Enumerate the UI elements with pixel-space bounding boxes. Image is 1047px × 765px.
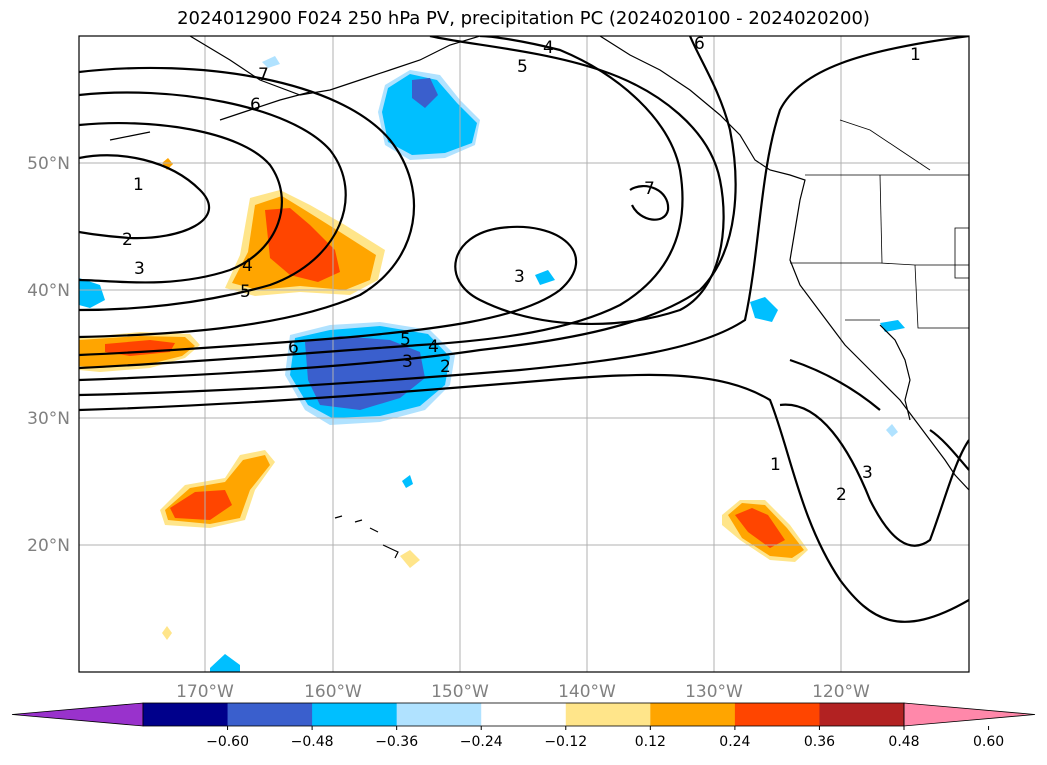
contour-label: 4 — [543, 38, 554, 58]
latitude-label: 20°N — [27, 536, 70, 556]
colorbar-segment — [481, 703, 567, 726]
longitude-label: 130°W — [685, 682, 743, 702]
colorbar-labels: −0.60 −0.48 −0.36 −0.24 −0.12 0.12 0.24 0.36 0.4… — [206, 726, 1004, 750]
longitude-label: 150°W — [431, 682, 489, 702]
colorbar-extend-low — [11, 702, 144, 727]
colorbar-tick-label: 0.24 — [719, 734, 750, 750]
longitude-label: 160°W — [304, 682, 362, 702]
longitude-label: 120°W — [812, 682, 870, 702]
gridlines — [79, 36, 969, 672]
colorbar-frame — [142, 702, 905, 727]
contour-label: 3 — [134, 259, 145, 279]
longitude-label: 140°W — [558, 682, 616, 702]
colorbar-segment — [143, 703, 229, 726]
latitude-label: 30°N — [27, 409, 70, 429]
contour-label: 6 — [288, 338, 299, 358]
contour-label: 1 — [910, 45, 921, 65]
latitude-label: 50°N — [27, 154, 70, 174]
colorbar-segment — [396, 703, 482, 726]
coastlines — [109, 36, 969, 559]
colorbar-segment — [734, 703, 820, 726]
chart-title: 2024012900 F024 250 hPa PV, precipitatio… — [177, 8, 870, 29]
latitude-label: 40°N — [27, 281, 70, 301]
contour-label: 6 — [694, 34, 705, 54]
colorbar-segment — [312, 703, 398, 726]
contour-label: 1 — [770, 455, 781, 475]
colorbar-tick-label: −0.24 — [460, 734, 503, 750]
colorbar-tick-label: −0.12 — [544, 734, 587, 750]
colorbar-segment — [650, 703, 736, 726]
colorbar — [11, 702, 1036, 727]
contour-label: 4 — [242, 256, 253, 276]
contour-label: 6 — [250, 95, 261, 115]
colorbar-segment — [565, 703, 651, 726]
contour-label: 5 — [517, 57, 528, 77]
contour-label: 1 — [133, 175, 144, 195]
map-area: 7 6 1 2 3 4 5 6 5 4 3 2 3 7 4 5 6 1 1 2 … — [79, 34, 969, 672]
contour-label: 3 — [862, 463, 873, 483]
colorbar-segment — [227, 703, 313, 726]
contour-label: 7 — [644, 179, 655, 199]
contour-label: 7 — [258, 65, 269, 85]
contour-label: 5 — [400, 330, 411, 350]
colorbar-tick-label: 0.36 — [804, 734, 835, 750]
longitude-labels: 170°W 160°W 150°W 140°W 130°W 120°W — [176, 682, 870, 702]
contour-label: 2 — [122, 230, 133, 250]
map-frame — [78, 35, 970, 673]
contour-label: 3 — [402, 352, 413, 372]
contour-label: 5 — [240, 282, 251, 302]
longitude-label: 170°W — [176, 682, 234, 702]
pv-contours — [79, 36, 969, 623]
colorbar-tick-label: 0.60 — [973, 734, 1004, 750]
contour-label: 4 — [428, 337, 439, 357]
colorbar-tick-label: −0.48 — [291, 734, 334, 750]
colorbar-extend-high — [903, 702, 1036, 727]
colorbar-segment — [819, 703, 905, 726]
contour-label: 3 — [514, 267, 525, 287]
contour-label: 2 — [836, 485, 847, 505]
state-borders — [790, 119, 969, 329]
contour-label: 2 — [440, 357, 451, 377]
colorbar-tick-label: −0.60 — [206, 734, 249, 750]
latitude-labels: 50°N 40°N 30°N 20°N — [27, 154, 70, 556]
colorbar-tick-label: 0.12 — [635, 734, 666, 750]
colorbar-tick-label: 0.48 — [888, 734, 919, 750]
colorbar-tick-label: −0.36 — [375, 734, 418, 750]
contour-labels: 7 6 1 2 3 4 5 6 5 4 3 2 3 7 4 5 6 1 1 2 … — [122, 34, 921, 505]
